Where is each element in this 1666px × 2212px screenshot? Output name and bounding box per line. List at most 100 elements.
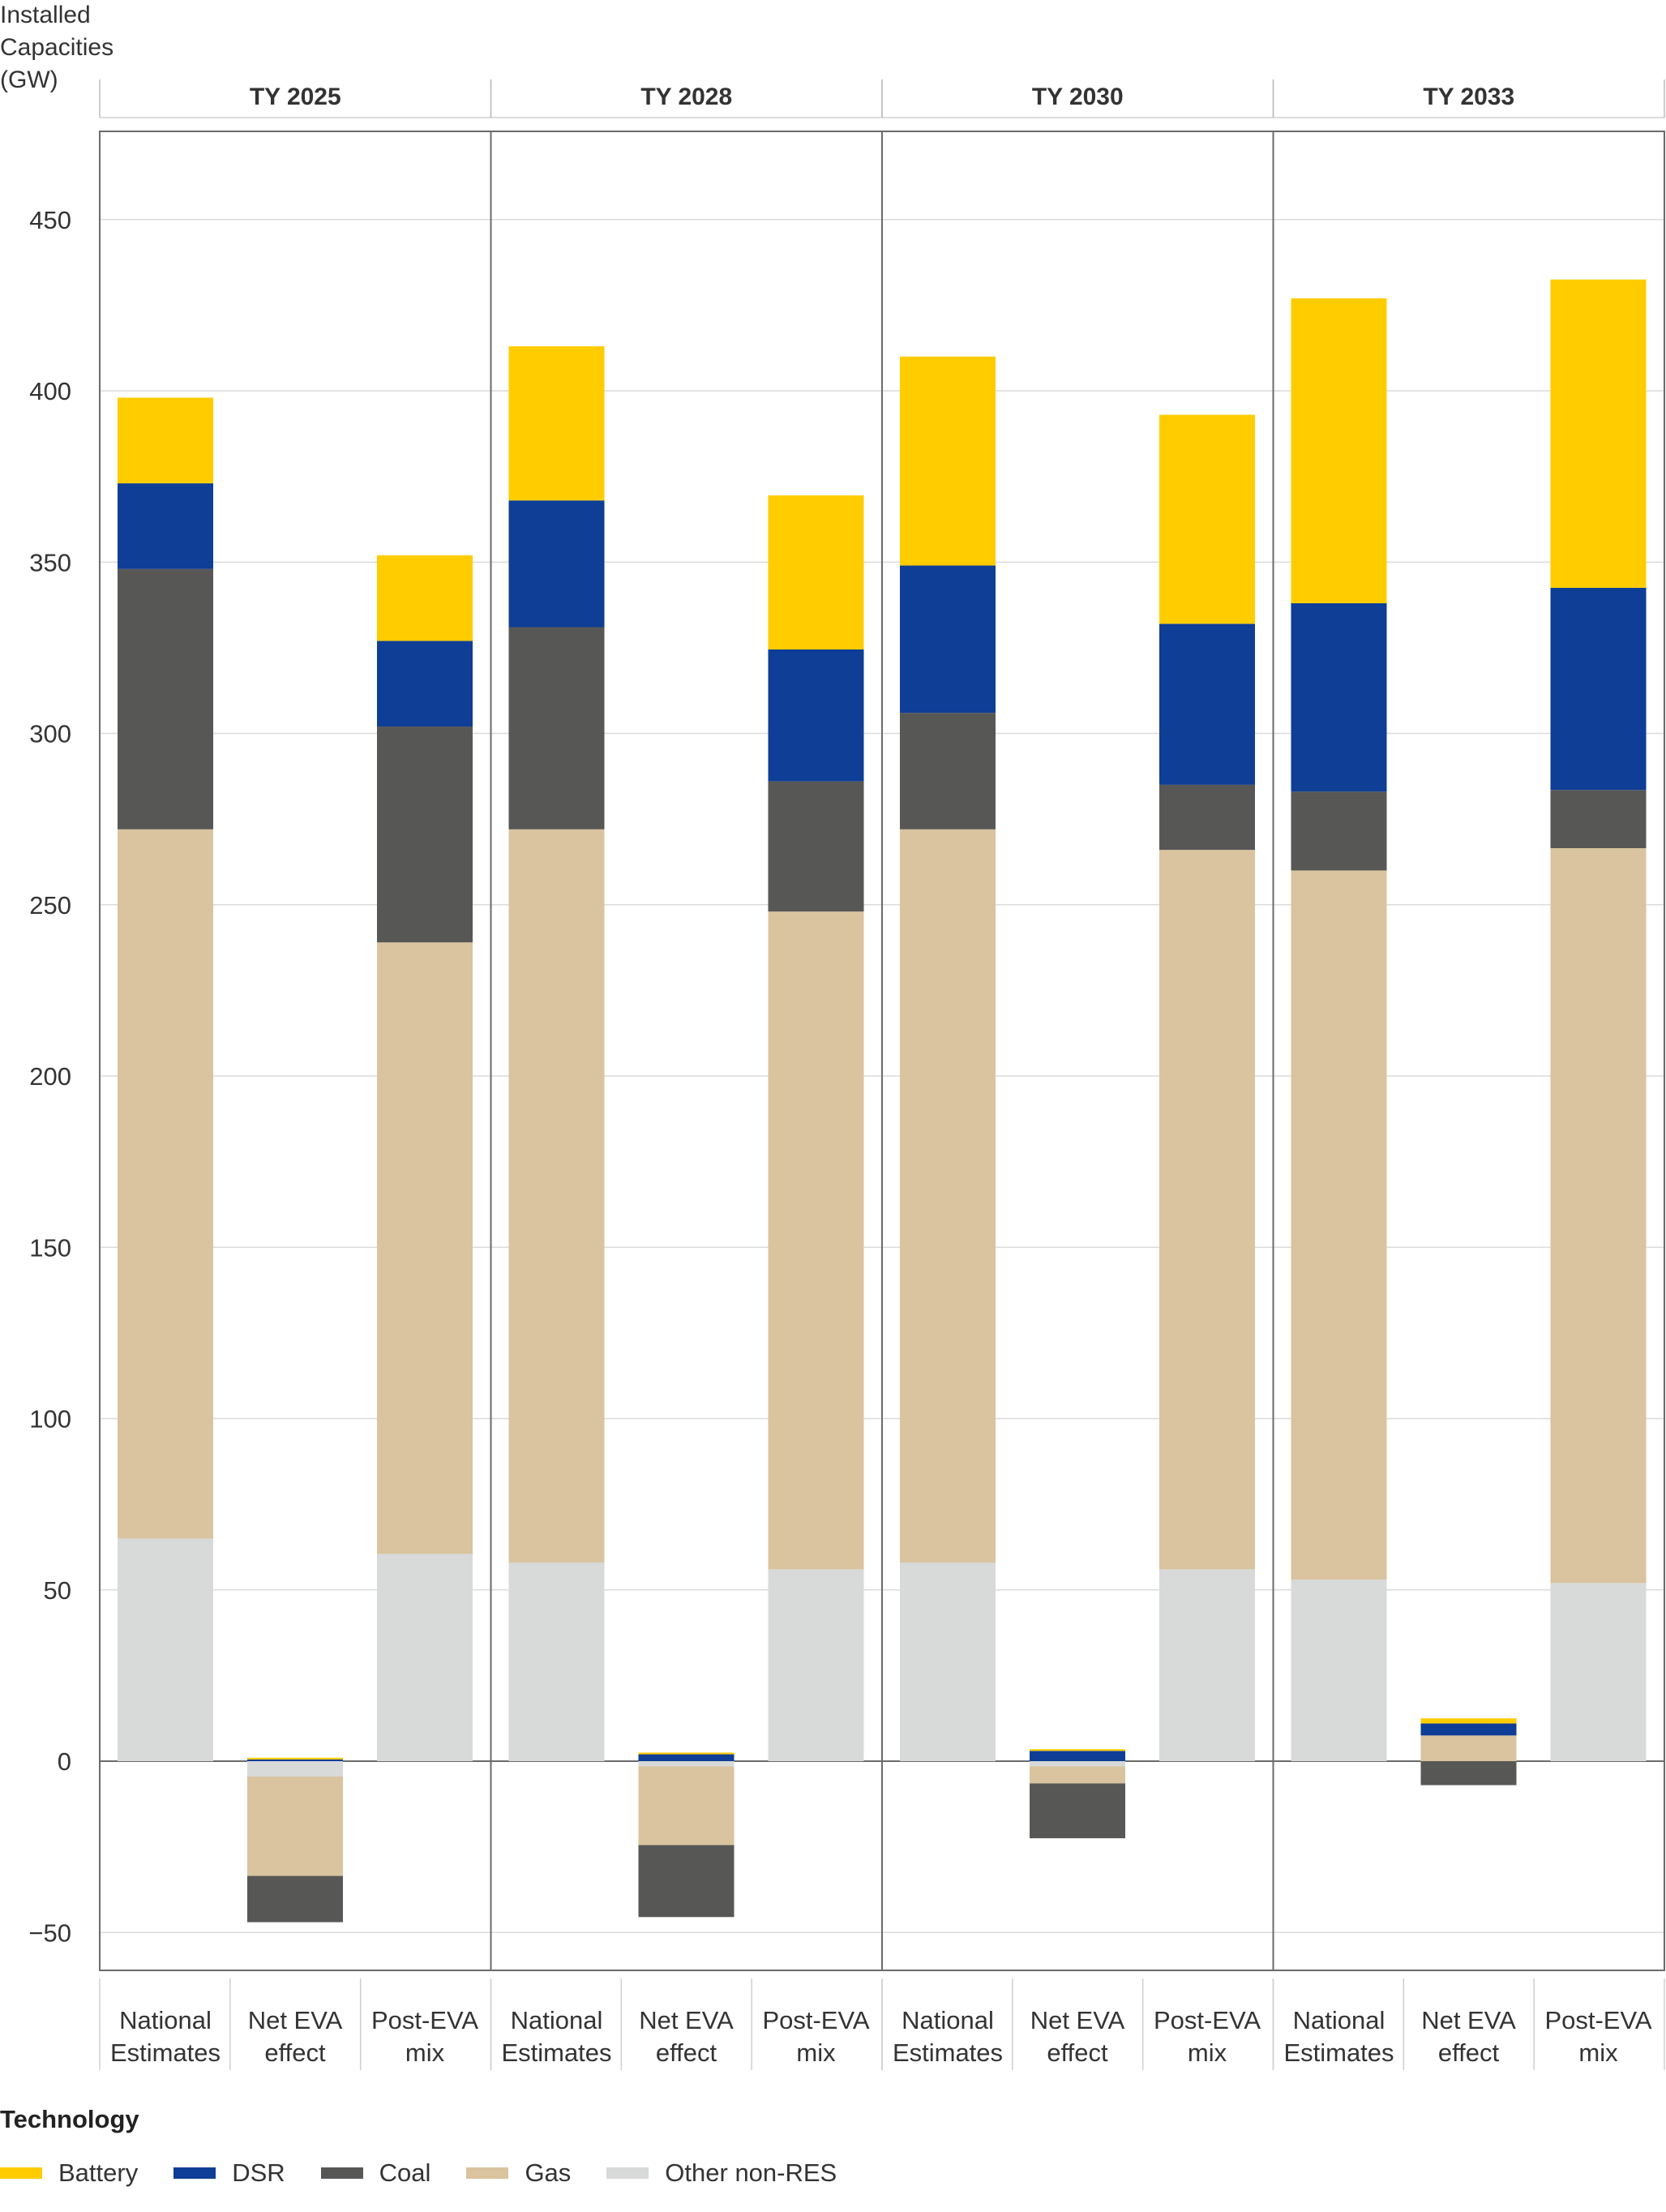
bar-ty-2033-post-eva-mix-coal: [1550, 790, 1647, 849]
bar-ty-2033-national-estimates-gas: [1291, 870, 1387, 1580]
bar-ty-2030-national-estimates-gas: [900, 829, 996, 1563]
bar-ty-2028-net-eva-effect-coal: [638, 1845, 734, 1918]
bar-ty-2025-post-eva-mix-gas: [377, 942, 473, 1554]
legend-item-other-non-res: Other non-RES: [606, 2158, 837, 2188]
bar-ty-2030-national-estimates-battery: [900, 356, 996, 566]
bar-ty-2025-post-eva-mix-coal: [377, 727, 473, 943]
panel-title-ty-2033: TY 2033: [1423, 84, 1514, 110]
category-label-ty-2025-post-eva-mix: Post-EVA mix: [371, 2006, 478, 2067]
y-tick-label: 0: [58, 1747, 71, 1776]
bar-ty-2033-net-eva-effect-gas: [1420, 1735, 1517, 1761]
bar-ty-2033-net-eva-effect-dsr: [1420, 1723, 1517, 1736]
legend-item-dsr: DSR: [173, 2158, 285, 2188]
bar-ty-2025-post-eva-mix-other-non-res: [377, 1554, 473, 1761]
bar-ty-2030-net-eva-effect-coal: [1030, 1783, 1125, 1839]
panel-title-ty-2025: TY 2025: [250, 84, 341, 110]
y-tick-label: 50: [44, 1576, 71, 1605]
bar-ty-2033-post-eva-mix-battery: [1550, 279, 1647, 588]
bar-ty-2030-national-estimates-coal: [900, 713, 996, 830]
bar-ty-2025-net-eva-effect-coal: [247, 1875, 343, 1923]
y-tick-label: 450: [29, 206, 71, 234]
y-tick-label: 200: [29, 1062, 71, 1091]
bar-ty-2028-national-estimates-gas: [508, 829, 605, 1563]
panel-title-ty-2030: TY 2030: [1032, 84, 1124, 110]
bar-ty-2025-national-estimates-coal: [118, 568, 213, 830]
legend-label-other-non-res: Other non-RES: [665, 2158, 837, 2187]
bar-ty-2028-net-eva-effect-battery: [638, 1752, 734, 1755]
legend-swatch-other-non-res: [606, 2167, 649, 2179]
bar-ty-2033-national-estimates-battery: [1291, 298, 1387, 603]
bar-ty-2030-national-estimates-dsr: [900, 565, 996, 714]
bar-ty-2025-national-estimates-gas: [118, 829, 213, 1539]
bar-ty-2030-post-eva-mix-battery: [1159, 414, 1255, 624]
panel-title-ty-2028: TY 2028: [640, 84, 732, 110]
bar-ty-2030-net-eva-effect-gas: [1030, 1766, 1125, 1784]
bar-ty-2028-net-eva-effect-dsr: [638, 1754, 734, 1761]
bar-ty-2025-post-eva-mix-dsr: [377, 641, 473, 727]
legend-item-coal: Coal: [320, 2158, 431, 2188]
bar-ty-2028-post-eva-mix-coal: [768, 781, 864, 912]
bar-ty-2028-post-eva-mix-other-non-res: [768, 1569, 864, 1761]
bar-ty-2033-post-eva-mix-dsr: [1550, 587, 1647, 791]
legend-label-battery: Battery: [58, 2158, 139, 2187]
y-tick-label: −50: [28, 1918, 71, 1947]
bar-ty-2030-post-eva-mix-coal: [1159, 784, 1255, 851]
legend-swatch-dsr: [173, 2167, 216, 2179]
bar-ty-2028-post-eva-mix-battery: [768, 495, 864, 649]
legend: Battery DSR Coal Gas Other non-RES: [0, 2158, 872, 2188]
category-label-ty-2028-post-eva-mix: Post-EVA mix: [762, 2006, 869, 2067]
bar-ty-2033-post-eva-mix-gas: [1550, 848, 1647, 1584]
legend-label-dsr: DSR: [232, 2158, 285, 2187]
bar-ty-2025-net-eva-effect-other-non-res: [247, 1761, 343, 1777]
category-label-ty-2033-post-eva-mix: Post-EVA mix: [1544, 2006, 1651, 2067]
y-tick-label: 250: [29, 891, 71, 920]
bar-ty-2025-net-eva-effect-battery: [247, 1757, 343, 1760]
bar-ty-2033-national-estimates-dsr: [1291, 602, 1387, 792]
bar-ty-2028-post-eva-mix-dsr: [768, 649, 864, 782]
category-label-ty-2025-national-estimates: National Estimates: [110, 2006, 221, 2067]
bar-ty-2033-national-estimates-coal: [1291, 791, 1387, 871]
category-label-ty-2030-post-eva-mix: Post-EVA mix: [1154, 2006, 1261, 2067]
bar-ty-2033-net-eva-effect-battery: [1420, 1718, 1517, 1724]
bar-ty-2030-national-estimates-other-non-res: [900, 1562, 996, 1761]
category-label-ty-2030-net-eva-effect: Net EVA effect: [1030, 2006, 1125, 2067]
bar-ty-2028-national-estimates-other-non-res: [508, 1562, 605, 1761]
bar-ty-2030-post-eva-mix-other-non-res: [1159, 1569, 1255, 1761]
bar-ty-2025-national-estimates-dsr: [118, 483, 213, 569]
bar-ty-2025-national-estimates-battery: [118, 397, 213, 484]
y-tick-label: 100: [29, 1405, 71, 1434]
legend-item-battery: Battery: [0, 2158, 138, 2188]
legend-swatch-gas: [466, 2167, 509, 2179]
bar-ty-2033-post-eva-mix-other-non-res: [1550, 1583, 1647, 1761]
legend-title: Technology: [0, 2105, 139, 2133]
bar-ty-2033-net-eva-effect-coal: [1420, 1761, 1517, 1785]
bar-ty-2030-net-eva-effect-other-non-res: [1030, 1761, 1125, 1767]
category-label-ty-2028-net-eva-effect: Net EVA effect: [639, 2006, 734, 2067]
stacked-bar-chart: −50 0 50 100 150 200 250 300 350 400 450 Installed C…: [0, 2, 1665, 2070]
bar-ty-2028-national-estimates-battery: [508, 346, 605, 501]
bar-ty-2025-net-eva-effect-gas: [247, 1777, 343, 1876]
bar-ty-2028-national-estimates-coal: [508, 627, 605, 830]
legend-label-gas: Gas: [525, 2158, 572, 2187]
bar-ty-2025-national-estimates-other-non-res: [118, 1538, 213, 1761]
bar-ty-2025-net-eva-effect-dsr: [247, 1759, 343, 1761]
category-label-ty-2033-national-estimates: National Estimates: [1283, 2006, 1394, 2067]
y-tick-label: 300: [29, 720, 71, 748]
bar-ty-2030-post-eva-mix-gas: [1159, 850, 1255, 1570]
y-axis-title: Installed Capacities (GW): [0, 2, 113, 93]
bar-ty-2028-net-eva-effect-other-non-res: [638, 1761, 734, 1767]
category-label-ty-2028-national-estimates: National Estimates: [501, 2006, 611, 2067]
category-label-ty-2030-national-estimates: National Estimates: [893, 2006, 1003, 2067]
category-label-ty-2033-net-eva-effect: Net EVA effect: [1421, 2006, 1516, 2067]
bar-ty-2028-net-eva-effect-gas: [638, 1766, 734, 1845]
legend-swatch-coal: [320, 2167, 363, 2179]
bar-ty-2028-post-eva-mix-gas: [768, 911, 864, 1570]
y-tick-label: 400: [29, 377, 71, 405]
category-label-ty-2025-net-eva-effect: Net EVA effect: [248, 2006, 343, 2067]
y-tick-label: 150: [29, 1233, 71, 1262]
legend-swatch-battery: [0, 2167, 42, 2179]
bar-ty-2030-net-eva-effect-battery: [1030, 1749, 1125, 1751]
legend-item-gas: Gas: [466, 2158, 571, 2188]
legend-label-coal: Coal: [379, 2158, 431, 2187]
bar-ty-2025-post-eva-mix-battery: [377, 555, 473, 641]
